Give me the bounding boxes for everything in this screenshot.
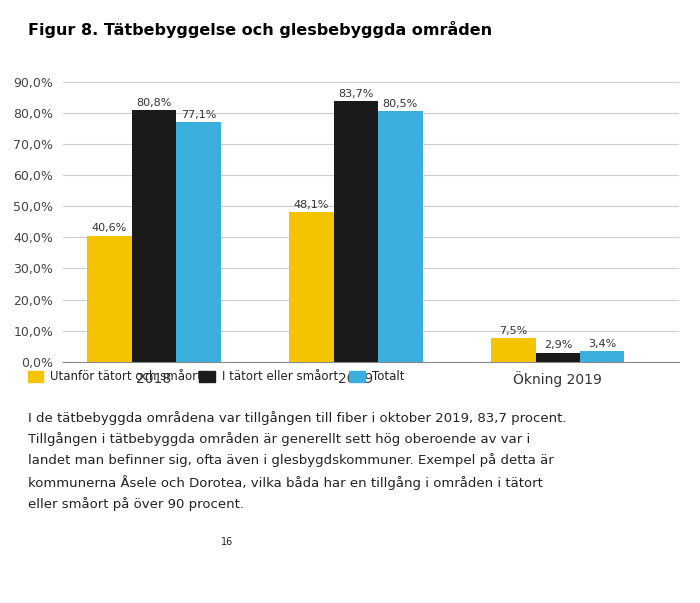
- Text: 77,1%: 77,1%: [181, 110, 216, 119]
- Bar: [334, 101, 378, 362]
- Bar: [580, 351, 624, 362]
- Text: I de tätbebyggda områdena var tillgången till fiber i oktober 2019, 83,7 procent: I de tätbebyggda områdena var tillgången…: [28, 411, 566, 511]
- Text: 7,5%: 7,5%: [499, 326, 528, 336]
- Text: 80,8%: 80,8%: [136, 98, 172, 108]
- Bar: [176, 122, 220, 362]
- Text: 48,1%: 48,1%: [294, 200, 329, 210]
- Text: 16: 16: [220, 537, 232, 548]
- Text: 3,4%: 3,4%: [588, 339, 617, 349]
- Text: Utanför tätort och småort: Utanför tätort och småort: [50, 370, 202, 384]
- Text: 83,7%: 83,7%: [338, 89, 374, 99]
- Bar: [132, 110, 176, 362]
- Text: 80,5%: 80,5%: [383, 99, 418, 109]
- Bar: [491, 338, 536, 362]
- Bar: [378, 112, 423, 362]
- Text: Figur 8. Tätbebyggelse och glesbebyggda områden: Figur 8. Tätbebyggelse och glesbebyggda …: [28, 21, 492, 38]
- Text: 2,9%: 2,9%: [544, 340, 572, 350]
- Bar: [536, 353, 580, 362]
- Bar: [88, 236, 132, 362]
- Text: I tätort eller småort: I tätort eller småort: [222, 370, 338, 384]
- Text: 40,6%: 40,6%: [92, 223, 127, 233]
- Bar: [289, 212, 334, 362]
- Text: Totalt: Totalt: [372, 370, 404, 384]
